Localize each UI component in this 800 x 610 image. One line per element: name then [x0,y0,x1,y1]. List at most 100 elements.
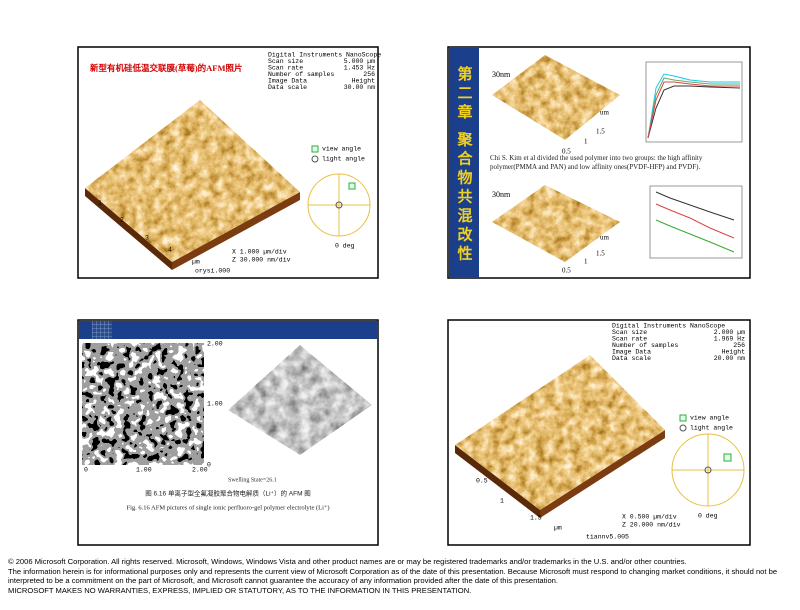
info-value: 30.00 nm [344,84,375,91]
caption-en: Fig. 6.16 AFM pictures of single ionic p… [126,504,329,511]
info-header: Digital Instruments NanoScope [612,323,725,330]
unit-label: um [600,109,610,117]
deg-label: 0 deg [698,513,718,520]
info-value: 256 [733,342,745,349]
footer: © 2006 Microsoft Corporation. All rights… [8,557,798,595]
surface-edge [455,445,540,518]
view-icon [311,145,319,153]
text-line: polymer(PMMA and PAN) and low affinity o… [490,163,700,171]
z-scale: Z 30.000 nm/div [232,257,291,264]
state-label: Swelling State=26.1 [228,477,277,483]
light-icon [311,155,319,163]
info-label: Image Data [268,78,307,85]
slide-3: 2.00 1.00 0 0 1.00 2.00 Swelling State=2… [77,319,379,546]
x-scale: X 0.500 µm/div [622,514,677,521]
angle-cross [308,174,370,236]
axis-unit: µm [554,525,562,532]
surface-edge [172,192,300,270]
light-marker [704,466,712,474]
info-value: Height [352,78,376,85]
slide-1: 新型有机硅低温交联膜(草莓)的AFM照片 Digital Instruments… [77,46,381,279]
x-scale: X 1.000 µm/div [232,249,287,256]
afm-topview [82,343,204,465]
slide-2: 第二章 聚合物共混改性 30nm um 1.5 1 0.5 Chi S. Kim… [447,46,751,279]
axis-label: 1.5 [596,250,605,258]
info-label: Scan rate [612,336,647,343]
caption-cn: 图 6.16 单离子型全氟凝胶聚合物电解质（Li⁺）的 AFM 图 [145,489,311,498]
unit-label: um [600,234,610,242]
axis-label: 2.00 [192,467,208,474]
height-label: 30nm [492,70,511,79]
axis-label: 0.5 [562,148,571,156]
legend-label: view angle [322,146,361,153]
side-text: 第二章 聚合物共混改性 [456,65,474,264]
axis-label: 1 [500,498,504,505]
light-icon [679,424,687,432]
axis-label: 0 [207,462,211,469]
paragraph-text: Chi S. Kim et al divided the used polyme… [490,154,703,171]
side-title: 第二章 聚合物共混改性 [456,65,474,264]
paragraph: Chi S. Kim et al divided the used polyme… [490,154,703,171]
axis-label: 3 [145,235,149,242]
footer-line: MICROSOFT MAKES NO WARRANTIES, EXPRESS, … [8,585,472,595]
info-value: 1.453 Hz [344,65,375,72]
axis-label: 1.5 [596,128,605,136]
info-label: Data scale [268,84,307,91]
info-label: Number of samples [612,342,678,349]
axis-label: 4 [168,247,172,254]
surface-edge [540,430,665,518]
axis-label: 1 [584,258,588,266]
z-scale: Z 20.000 nm/div [622,522,681,529]
info-value: 5.000 µm [344,58,375,65]
axis-label: 2 [120,217,124,224]
header-pattern [92,321,112,339]
axis-label: 1.00 [136,467,152,474]
info-label: Data scale [612,355,651,362]
axis-label: 1 [584,138,588,146]
side-bar [449,48,479,277]
angle-cross [672,434,744,506]
slides: 新型有机硅低温交联膜(草莓)的AFM照片 Digital Instruments… [77,46,751,546]
footer-line: © 2006 Microsoft Corporation. All rights… [8,557,687,566]
axis-label: 1.00 [207,401,223,408]
footer-line: The information herein is for informatio… [8,566,778,586]
axis-label: 1.5 [530,515,542,522]
view-icon [679,414,687,422]
info-label: Scan size [268,58,303,65]
file-name: tiannv5.005 [586,534,629,541]
legend-label: view angle [690,415,729,422]
axis-label: 0.5 [562,267,571,275]
view-marker [723,453,732,462]
axis-label: 1 [98,200,102,207]
mini-chart [645,61,743,143]
info-label: Scan rate [268,65,303,72]
header-band [79,321,377,339]
text-line: Chi S. Kim et al divided the used polyme… [490,154,703,162]
info-value: 2.000 µm [714,329,745,336]
info-value: Height [722,349,746,356]
axis-unit: µm [192,259,200,266]
info-header: Digital Instruments NanoScope [268,52,381,59]
info-value: 1.969 Hz [714,336,745,343]
legend-label: light angle [690,425,733,432]
slide-title: 新型有机硅低温交联膜(草莓)的AFM照片 [90,63,243,73]
view-marker [348,182,356,190]
deg-label: 0 deg [335,243,355,250]
mini-chart [649,185,743,259]
axis-label: 0 [84,467,88,474]
info-value: 20.00 nm [714,355,745,362]
file-name: orysi.000 [195,268,230,275]
light-marker [335,201,343,209]
info-label: Number of samples [268,71,334,78]
axis-label: 0.5 [476,478,488,485]
info-label: Scan size [612,329,647,336]
legend-label: light angle [322,156,365,163]
height-label: 30nm [492,190,511,199]
surface-edge [85,188,172,270]
info-label: Image Data [612,349,651,356]
info-value: 256 [363,71,375,78]
